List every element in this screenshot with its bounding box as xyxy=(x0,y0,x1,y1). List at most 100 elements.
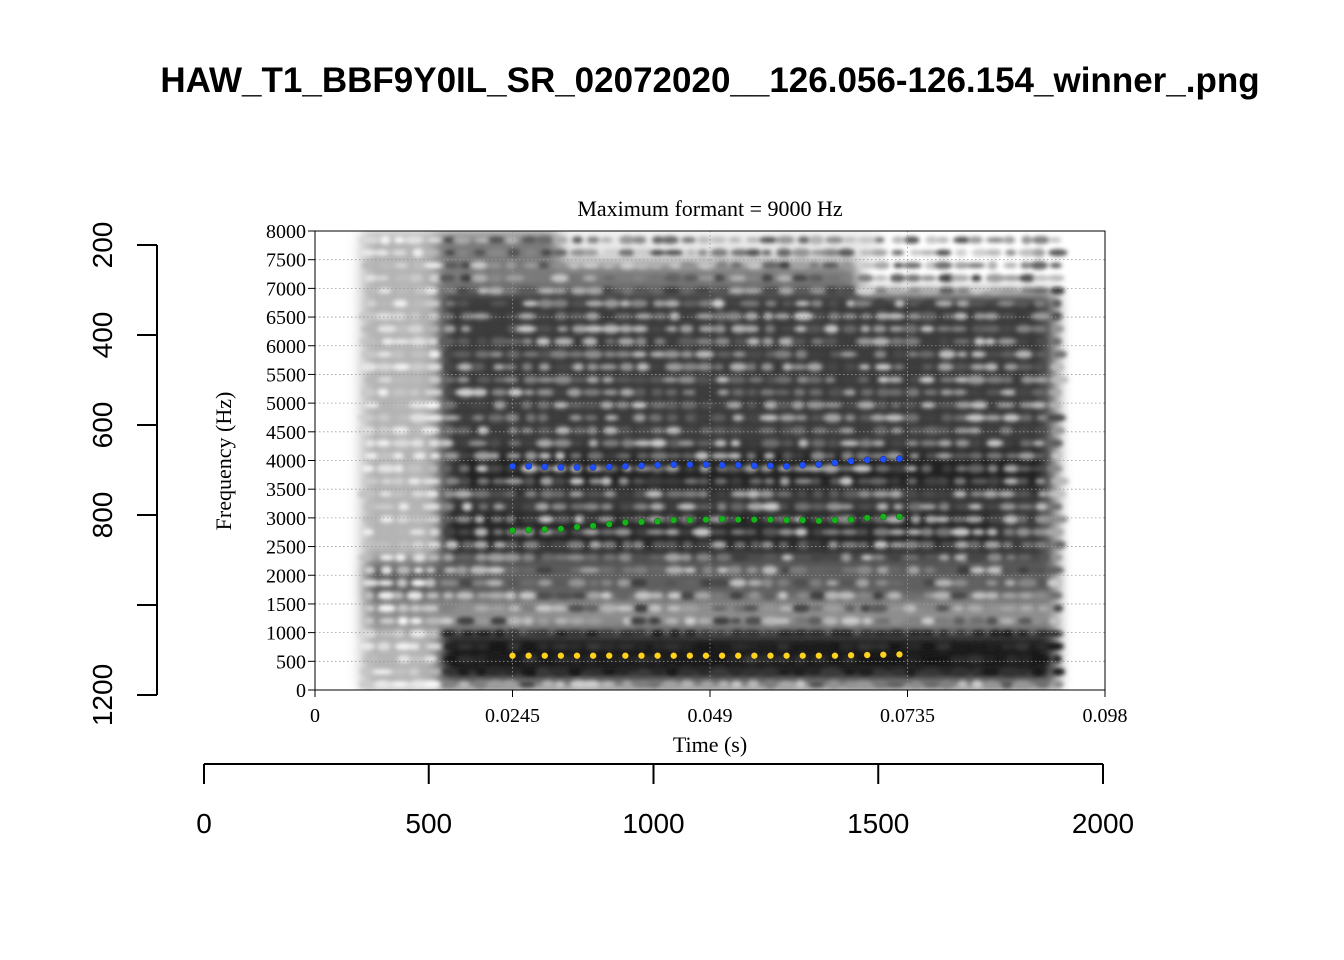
formant-point-series-3 xyxy=(541,463,549,471)
formant-point-series-1 xyxy=(766,652,775,660)
formant-point-series-2 xyxy=(605,520,613,528)
formant-point-series-2 xyxy=(879,513,887,521)
formant-point-series-1 xyxy=(895,650,904,659)
formant-point-series-2 xyxy=(637,518,646,526)
formant-point-series-2 xyxy=(895,513,904,521)
y-tick-label: 7500 xyxy=(266,250,306,272)
spectrogram-background xyxy=(357,231,1105,690)
y-tick-label: 4000 xyxy=(266,451,306,473)
formant-point-series-3 xyxy=(605,463,613,471)
formant-points xyxy=(508,455,904,660)
outer-bottom-tick-label: 0 xyxy=(196,808,212,839)
formant-point-series-1 xyxy=(879,651,887,659)
y-tick-label: 2500 xyxy=(266,537,306,559)
formant-point-series-3 xyxy=(879,455,887,463)
formant-point-series-3 xyxy=(895,455,904,463)
formant-point-series-1 xyxy=(863,651,871,659)
y-tick-label: 8000 xyxy=(266,221,306,243)
y-tick-label: 4500 xyxy=(266,422,306,444)
outer-bottom-tick-label: 1500 xyxy=(847,808,909,839)
formant-point-series-3 xyxy=(621,462,629,470)
formant-point-series-3 xyxy=(557,463,565,471)
formant-point-series-3 xyxy=(847,457,855,465)
y-tick-label: 1000 xyxy=(266,623,306,645)
formant-point-series-3 xyxy=(831,459,839,467)
formant-point-series-2 xyxy=(734,515,742,524)
formant-point-series-2 xyxy=(670,516,678,524)
outer-left-tick-label: 800 xyxy=(87,492,118,539)
chart-title: Maximum formant = 9000 Hz xyxy=(577,196,843,221)
formant-point-series-3 xyxy=(508,462,517,470)
outer-left-tick-label: 400 xyxy=(87,312,118,359)
formant-point-series-2 xyxy=(702,515,710,524)
formant-point-series-2 xyxy=(686,516,694,524)
formant-point-series-2 xyxy=(621,518,629,527)
formant-point-series-1 xyxy=(508,652,517,660)
formant-point-series-2 xyxy=(782,516,791,524)
outer-left-axis: 200 400 600 800 1200 xyxy=(87,222,158,726)
x-tick-label: 0.0735 xyxy=(880,705,935,727)
x-axis: 0 0.0245 0.049 0.0735 0.098 xyxy=(310,690,1128,727)
formant-point-series-1 xyxy=(654,652,662,660)
y-tick-label: 0 xyxy=(296,680,306,702)
formant-point-series-2 xyxy=(508,526,517,535)
formant-point-series-3 xyxy=(718,461,726,469)
formant-point-series-3 xyxy=(815,460,823,469)
y-tick-label: 3500 xyxy=(266,479,306,501)
y-tick-label: 3000 xyxy=(266,508,306,530)
y-tick-label: 5000 xyxy=(266,393,306,415)
formant-point-series-2 xyxy=(573,523,581,531)
outer-bottom-tick-label: 500 xyxy=(405,808,452,839)
formant-point-series-2 xyxy=(589,522,597,530)
formant-point-series-1 xyxy=(573,652,581,660)
formant-point-series-1 xyxy=(750,652,758,660)
x-tick-label: 0.049 xyxy=(688,705,733,727)
formant-point-series-1 xyxy=(847,651,855,659)
formant-point-series-1 xyxy=(541,652,549,660)
formant-point-series-3 xyxy=(799,461,807,469)
formant-point-series-1 xyxy=(702,652,710,660)
formant-point-series-1 xyxy=(637,652,646,660)
x-tick-label: 0.098 xyxy=(1083,705,1128,727)
formant-point-series-2 xyxy=(718,515,726,523)
y-tick-label: 5500 xyxy=(266,364,306,386)
x-tick-label: 0.0245 xyxy=(485,705,540,727)
y-tick-label: 6000 xyxy=(266,336,306,358)
formant-point-series-3 xyxy=(686,460,694,469)
formant-point-series-3 xyxy=(670,460,678,469)
formant-point-series-1 xyxy=(686,652,694,660)
outer-left-tick-label: 1200 xyxy=(87,664,118,726)
formant-point-series-1 xyxy=(557,652,565,660)
formant-point-series-2 xyxy=(831,516,839,524)
formant-point-series-2 xyxy=(815,517,823,525)
formant-point-series-2 xyxy=(766,515,775,524)
formant-point-series-1 xyxy=(815,652,823,660)
y-tick-label: 1500 xyxy=(266,594,306,616)
formant-point-series-3 xyxy=(654,461,662,469)
formant-point-series-2 xyxy=(557,525,565,533)
formant-point-series-2 xyxy=(799,516,807,524)
formant-point-series-2 xyxy=(847,515,855,524)
formant-point-series-2 xyxy=(525,526,533,534)
formant-point-series-1 xyxy=(831,652,839,660)
formant-point-series-2 xyxy=(654,517,662,525)
formant-point-series-1 xyxy=(525,652,533,660)
y-tick-label: 7000 xyxy=(266,278,306,300)
formant-point-series-1 xyxy=(670,652,678,660)
x-axis-label: Time (s) xyxy=(673,732,747,757)
y-axis: 0 500 1000 1500 2000 2500 3000 3500 4000 4500 5000… xyxy=(266,221,315,702)
page-title: HAW_T1_BBF9Y0IL_SR_02072020__126.056-126… xyxy=(160,61,1259,100)
formant-point-series-3 xyxy=(637,462,646,470)
formant-point-series-3 xyxy=(766,462,775,470)
formant-point-series-3 xyxy=(750,462,758,470)
formant-point-series-3 xyxy=(734,461,742,469)
y-tick-label: 2000 xyxy=(266,565,306,587)
formant-point-series-2 xyxy=(541,525,549,533)
formant-point-series-3 xyxy=(589,463,597,471)
y-axis-label: Frequency (Hz) xyxy=(211,392,236,531)
formant-point-series-1 xyxy=(734,652,742,660)
x-tick-label: 0 xyxy=(310,705,320,727)
formant-point-series-2 xyxy=(863,514,871,522)
formant-point-series-3 xyxy=(525,462,533,470)
